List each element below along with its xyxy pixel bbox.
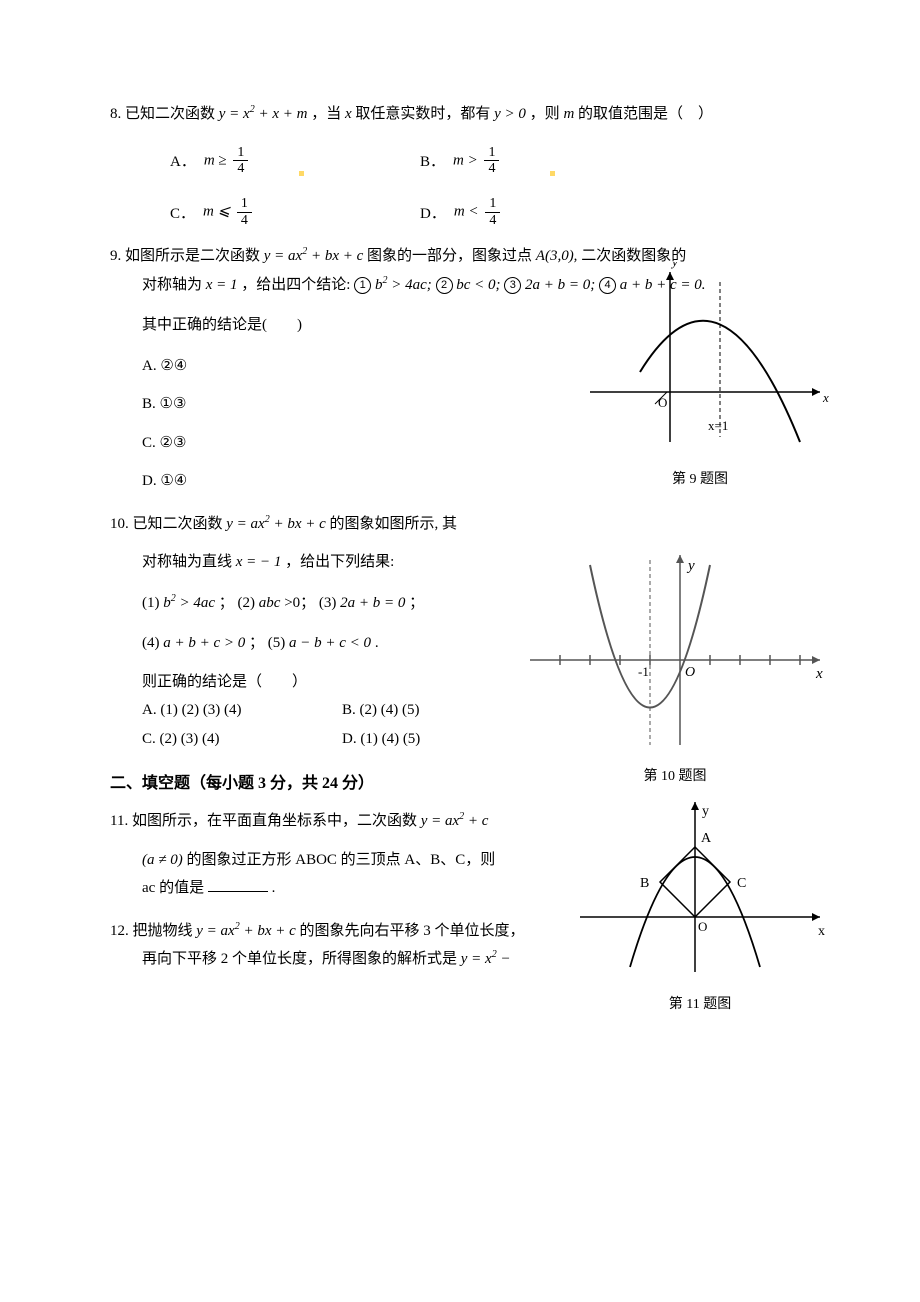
q8-opt-c: C． m ⩽ 14 (170, 196, 420, 228)
q9-text-b: 图象的一部分，图象过点 (367, 248, 536, 264)
q8-options: A． m ≥ 14 B． m > 14 C． m ⩽ 14 D． m < 14 (170, 145, 810, 229)
marker-icon (550, 171, 555, 176)
q8-eq2: x (345, 106, 352, 122)
q9-line3: 其中正确的结论是( ) (142, 311, 562, 340)
svg-text:O: O (658, 395, 667, 410)
q10-graph-icon: y x O -1 (520, 550, 830, 750)
q8-text-e: 的取值范围是（ ） (578, 106, 713, 122)
svg-text:x: x (822, 390, 829, 405)
q8-text-d: ，则 (530, 106, 560, 122)
svg-text:B: B (640, 876, 649, 891)
q9-text-a: 如图所示是二次函数 (125, 248, 264, 264)
q10-eq2: x = − 1 (236, 554, 282, 570)
svg-text:x: x (815, 666, 823, 682)
q9-number: 9. (110, 248, 121, 264)
q10-fig-caption: 第 10 题图 (520, 764, 830, 791)
q8-text-b: ，当 (311, 106, 341, 122)
q9-eq1: y = ax2 + bx + c (264, 248, 364, 264)
q8-eq4: m (563, 106, 574, 122)
q12-text-b: 的图象先向右平移 3 个单位长度， (300, 923, 525, 939)
svg-text:O: O (698, 919, 707, 934)
q10-text-a: 已知二次函数 (133, 516, 223, 532)
q8-eq1: y = x2 + x + m (219, 106, 308, 122)
q8-text-c: 取任意实数时，都有 (355, 106, 490, 122)
svg-text:x=1: x=1 (708, 418, 728, 433)
q8-opt-b: B． m > 14 (420, 145, 670, 177)
q8-text-a: 已知二次函数 (125, 106, 215, 122)
q11-text-a: 如图所示，在平面直角坐标系中，二次函数 (132, 813, 417, 829)
q8-opt-a: A． m ≥ 14 (170, 145, 420, 177)
q12-eq1: y = ax2 + bx + c (196, 923, 296, 939)
q10-line2-a: 对称轴为直线 (142, 554, 232, 570)
q9-opt-c: C. ②③ (142, 429, 562, 458)
q11-figure: y x A B C O 第 11 题图 (570, 797, 830, 1018)
q12-number: 12. (110, 923, 129, 939)
circle-3-icon: 3 (504, 277, 521, 294)
q11-graph-icon: y x A B C O (570, 797, 830, 977)
q10-opt-b: B. (2) (4) (5) (342, 696, 542, 725)
q9-line2-a: 对称轴为 (142, 277, 202, 293)
circle-2-icon: 2 (436, 277, 453, 294)
q10-figure: y x O -1 第 10 题图 (520, 550, 830, 791)
q9-eq3: x = 1 (206, 277, 238, 293)
q10-opt-a: A. (1) (2) (3) (4) (142, 696, 342, 725)
q10-eq1: y = ax2 + bx + c (226, 516, 326, 532)
q8-number: 8. (110, 106, 121, 122)
q11-blank (208, 876, 268, 892)
svg-text:y: y (702, 804, 709, 819)
circle-1-icon: 1 (354, 277, 371, 294)
q9-opt-b: B. ①③ (142, 390, 562, 419)
q9-fig-caption: 第 9 题图 (570, 467, 830, 494)
q12-text-a: 把抛物线 (133, 923, 193, 939)
q8-eq3: y > 0 (494, 106, 526, 122)
q9-opt-a: A. ②④ (142, 352, 562, 381)
q10-options: A. (1) (2) (3) (4) B. (2) (4) (5) C. (2)… (142, 696, 582, 753)
svg-text:y: y (670, 262, 678, 269)
q9-figure: y x O x=1 第 9 题图 (570, 262, 830, 493)
svg-text:O: O (685, 665, 695, 680)
q10-text-b: 的图象如图所示, 其 (330, 516, 458, 532)
question-11: 11. 如图所示，在平面直角坐标系中，二次函数 y = ax2 + c (a ≠… (110, 807, 810, 903)
svg-text:C: C (737, 876, 746, 891)
q12-eq2: y = x2 − (461, 951, 511, 967)
svg-text:x: x (818, 924, 825, 939)
q9-options: A. ②④ B. ①③ C. ②③ D. ①④ (142, 352, 562, 496)
q10-line3: 则正确的结论是（ ） (142, 668, 582, 697)
q10-line2-b: ，给出下列结果: (285, 554, 394, 570)
svg-text:-1: -1 (638, 664, 649, 679)
q12-line2: 再向下平移 2 个单位长度，所得图象的解析式是 (142, 951, 457, 967)
q10-number: 10. (110, 516, 129, 532)
question-8: 8. 已知二次函数 y = x2 + x + m ，当 x 取任意实数时，都有 … (110, 100, 810, 228)
q9-graph-icon: y x O x=1 (570, 262, 830, 452)
q11-number: 11. (110, 813, 128, 829)
q10-opt-c: C. (2) (3) (4) (142, 725, 342, 754)
q11-line2b: 的图象过正方形 ABOC 的三顶点 A、B、C，则 (186, 852, 495, 868)
q11-line3: ac 的值是 (142, 880, 204, 896)
svg-text:y: y (686, 558, 695, 574)
q11-fig-caption: 第 11 题图 (570, 992, 830, 1019)
q8-opt-d: D． m < 14 (420, 196, 670, 228)
q10-opt-d: D. (1) (4) (5) (342, 725, 542, 754)
question-10: 10. 已知二次函数 y = ax2 + bx + c 的图象如图所示, 其 对… (110, 510, 810, 754)
q9-line2-b: ，给出四个结论: (241, 277, 354, 293)
marker-icon (299, 171, 304, 176)
q9-opt-d: D. ①④ (142, 467, 562, 496)
svg-text:A: A (701, 831, 712, 846)
question-9: 9. 如图所示是二次函数 y = ax2 + bx + c 图象的一部分，图象过… (110, 242, 810, 496)
q11-eq1: y = ax2 + c (421, 813, 489, 829)
